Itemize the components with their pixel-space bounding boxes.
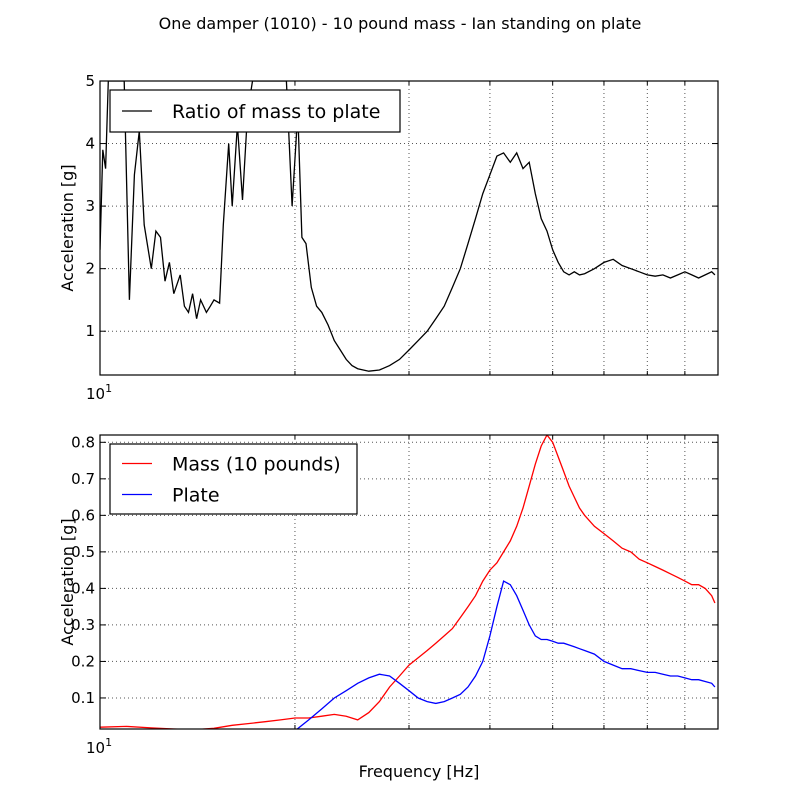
- legend-label: Plate: [172, 485, 220, 507]
- legend: Mass (10 pounds) Plate: [109, 443, 358, 515]
- series-line-1: [100, 435, 716, 729]
- y-tick-label: 0.5: [71, 543, 95, 561]
- y-tick-label: 0.1: [71, 689, 95, 707]
- plot-frame: [99, 434, 719, 730]
- y-tick-label: 0.3: [71, 616, 95, 634]
- x-axis-label: Frequency [Hz]: [359, 762, 480, 781]
- x-tick-label: 101: [86, 382, 112, 403]
- chart-title: One damper (1010) - 10 pound mass - Ian …: [159, 14, 642, 33]
- plot-panel-1: 1 2 3 4 5 101 Acceleration [g] Ratio of mass to…: [58, 72, 719, 403]
- y-tick-label: 5: [85, 72, 95, 90]
- legend-label: Mass (10 pounds): [172, 454, 341, 476]
- plot-panel-2: 0.1 0.2 0.3 0.4 0.5 0.6 0.7 0.8 101 Acceleration …: [58, 433, 719, 781]
- y-tick-label: 1: [85, 322, 95, 340]
- y-tick-label: 0.7: [71, 470, 95, 488]
- y-tick-label: 0.4: [71, 579, 95, 597]
- legend-label: Ratio of mass to plate: [172, 101, 380, 123]
- y-tick-label: 4: [85, 135, 95, 153]
- plot-frame: [99, 80, 719, 376]
- y-tick-label: 0.6: [71, 506, 95, 524]
- y-tick-label: 0.8: [71, 433, 95, 451]
- series-line-2: [296, 580, 716, 729]
- legend-box: [109, 89, 401, 133]
- series-line-1: [100, 81, 716, 372]
- y-axis-label: Acceleration [g]: [58, 518, 77, 645]
- y-axis-label: Acceleration [g]: [58, 164, 77, 291]
- x-tick-label: 101: [86, 736, 112, 757]
- legend-box: [109, 443, 358, 515]
- y-tick-label: 0.2: [71, 652, 95, 670]
- y-tick-label: 3: [85, 197, 95, 215]
- legend: Ratio of mass to plate: [109, 89, 401, 133]
- y-tick-label: 2: [85, 260, 95, 278]
